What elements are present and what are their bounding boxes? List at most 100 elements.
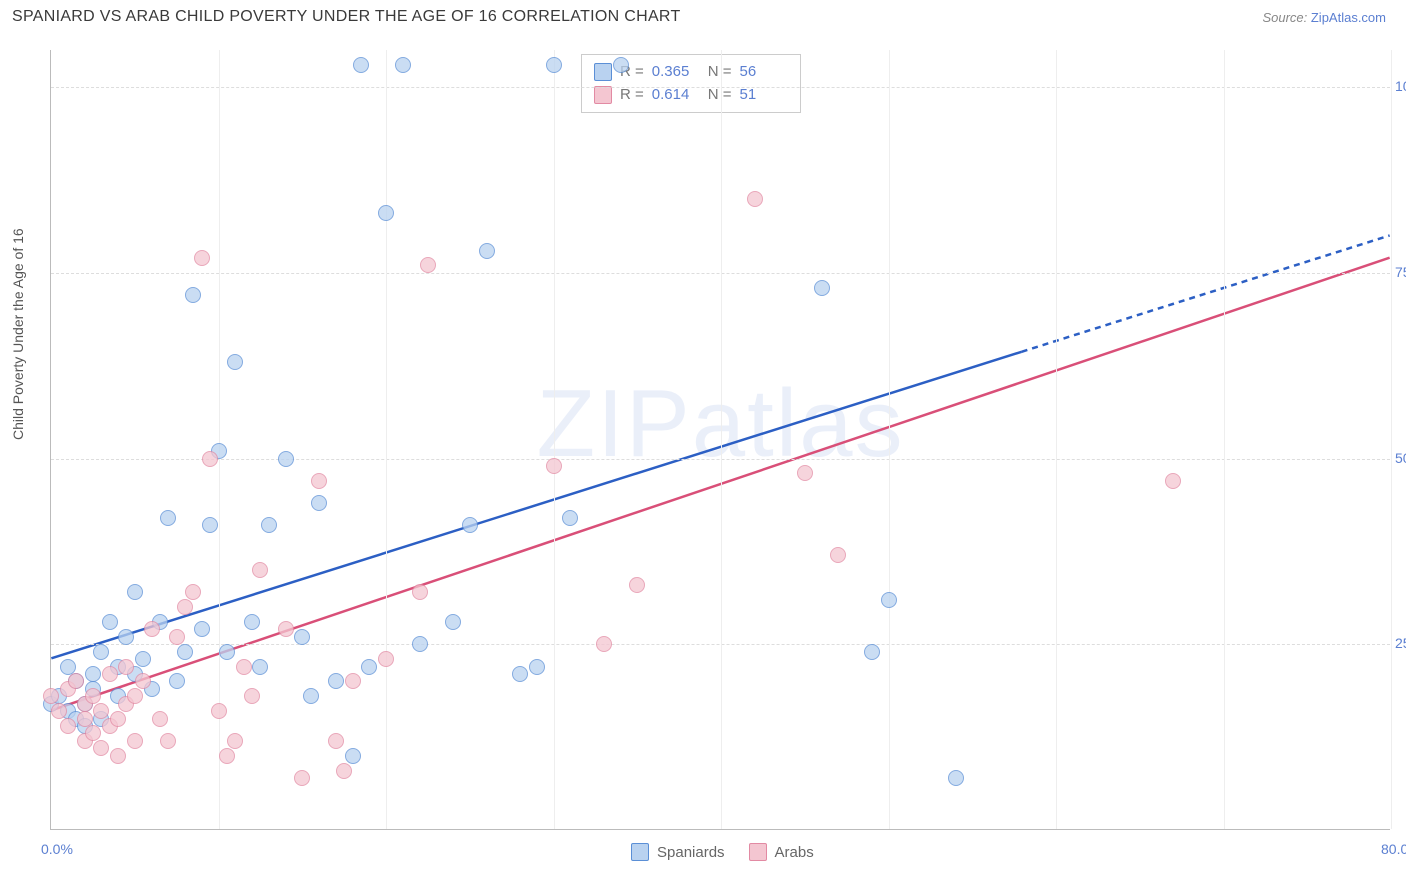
source-prefix: Source: [1262, 10, 1310, 25]
data-point [227, 354, 243, 370]
gridline-vertical [721, 50, 722, 829]
data-point [85, 666, 101, 682]
data-point [412, 636, 428, 652]
legend-swatch-icon [631, 843, 649, 861]
header: SPANIARD VS ARAB CHILD POVERTY UNDER THE… [0, 0, 1406, 34]
data-point [127, 733, 143, 749]
data-point [152, 711, 168, 727]
data-point [219, 748, 235, 764]
data-point [160, 733, 176, 749]
legend-swatch-icon [749, 843, 767, 861]
legend-label-spaniards: Spaniards [657, 844, 725, 861]
legend-swatch-arabs [594, 86, 612, 104]
data-point [135, 651, 151, 667]
data-point [395, 57, 411, 73]
x-tick-label: 0.0% [41, 841, 73, 857]
scatter-plot-area: ZIPatlas R = 0.365 N = 56 R = 0.614 N = … [50, 50, 1390, 830]
data-point [252, 562, 268, 578]
data-point [596, 636, 612, 652]
data-point [177, 599, 193, 615]
data-point [85, 725, 101, 741]
gridline-vertical [1056, 50, 1057, 829]
data-point [345, 748, 361, 764]
data-point [361, 659, 377, 675]
data-point [68, 673, 84, 689]
gridline-vertical [1391, 50, 1392, 829]
data-point [169, 673, 185, 689]
data-point [177, 644, 193, 660]
data-point [613, 57, 629, 73]
data-point [261, 517, 277, 533]
data-point [311, 473, 327, 489]
series-legend: Spaniards Arabs [631, 843, 814, 861]
data-point [118, 629, 134, 645]
y-tick-label: 25.0% [1395, 635, 1406, 651]
data-point [864, 644, 880, 660]
data-point [881, 592, 897, 608]
n-label: N = [708, 61, 732, 84]
source-attribution: Source: ZipAtlas.com [1262, 10, 1386, 25]
data-point [303, 688, 319, 704]
legend-label-arabs: Arabs [775, 844, 814, 861]
data-point [219, 644, 235, 660]
y-tick-label: 100.0% [1395, 78, 1406, 94]
data-point [110, 748, 126, 764]
data-point [194, 250, 210, 266]
data-point [169, 629, 185, 645]
data-point [948, 770, 964, 786]
data-point [244, 688, 260, 704]
source-link[interactable]: ZipAtlas.com [1311, 10, 1386, 25]
y-tick-label: 75.0% [1395, 264, 1406, 280]
data-point [814, 280, 830, 296]
data-point [127, 584, 143, 600]
data-point [93, 703, 109, 719]
data-point [412, 584, 428, 600]
data-point [51, 703, 67, 719]
data-point [160, 510, 176, 526]
data-point [185, 584, 201, 600]
data-point [127, 688, 143, 704]
legend-item-spaniards: Spaniards [631, 843, 725, 861]
gridline-vertical [554, 50, 555, 829]
data-point [202, 451, 218, 467]
data-point [328, 673, 344, 689]
data-point [77, 711, 93, 727]
data-point [211, 703, 227, 719]
data-point [797, 465, 813, 481]
data-point [445, 614, 461, 630]
data-point [278, 451, 294, 467]
gridline-vertical [1224, 50, 1225, 829]
r-value-spaniards: 0.365 [652, 61, 700, 84]
data-point [60, 718, 76, 734]
n-value-spaniards: 56 [740, 61, 788, 84]
data-point [830, 547, 846, 563]
data-point [462, 517, 478, 533]
data-point [479, 243, 495, 259]
data-point [43, 688, 59, 704]
data-point [294, 629, 310, 645]
data-point [202, 517, 218, 533]
data-point [60, 659, 76, 675]
data-point [311, 495, 327, 511]
data-point [353, 57, 369, 73]
gridline-vertical [889, 50, 890, 829]
gridline-vertical [386, 50, 387, 829]
data-point [93, 644, 109, 660]
legend-swatch-spaniards [594, 63, 612, 81]
data-point [345, 673, 361, 689]
data-point [227, 733, 243, 749]
legend-item-arabs: Arabs [749, 843, 814, 861]
chart-title: SPANIARD VS ARAB CHILD POVERTY UNDER THE… [12, 8, 681, 26]
data-point [328, 733, 344, 749]
data-point [512, 666, 528, 682]
x-tick-label: 80.0% [1381, 841, 1406, 857]
data-point [102, 666, 118, 682]
data-point [378, 205, 394, 221]
data-point [747, 191, 763, 207]
data-point [1165, 473, 1181, 489]
data-point [194, 621, 210, 637]
data-point [252, 659, 268, 675]
data-point [378, 651, 394, 667]
data-point [110, 711, 126, 727]
data-point [546, 57, 562, 73]
